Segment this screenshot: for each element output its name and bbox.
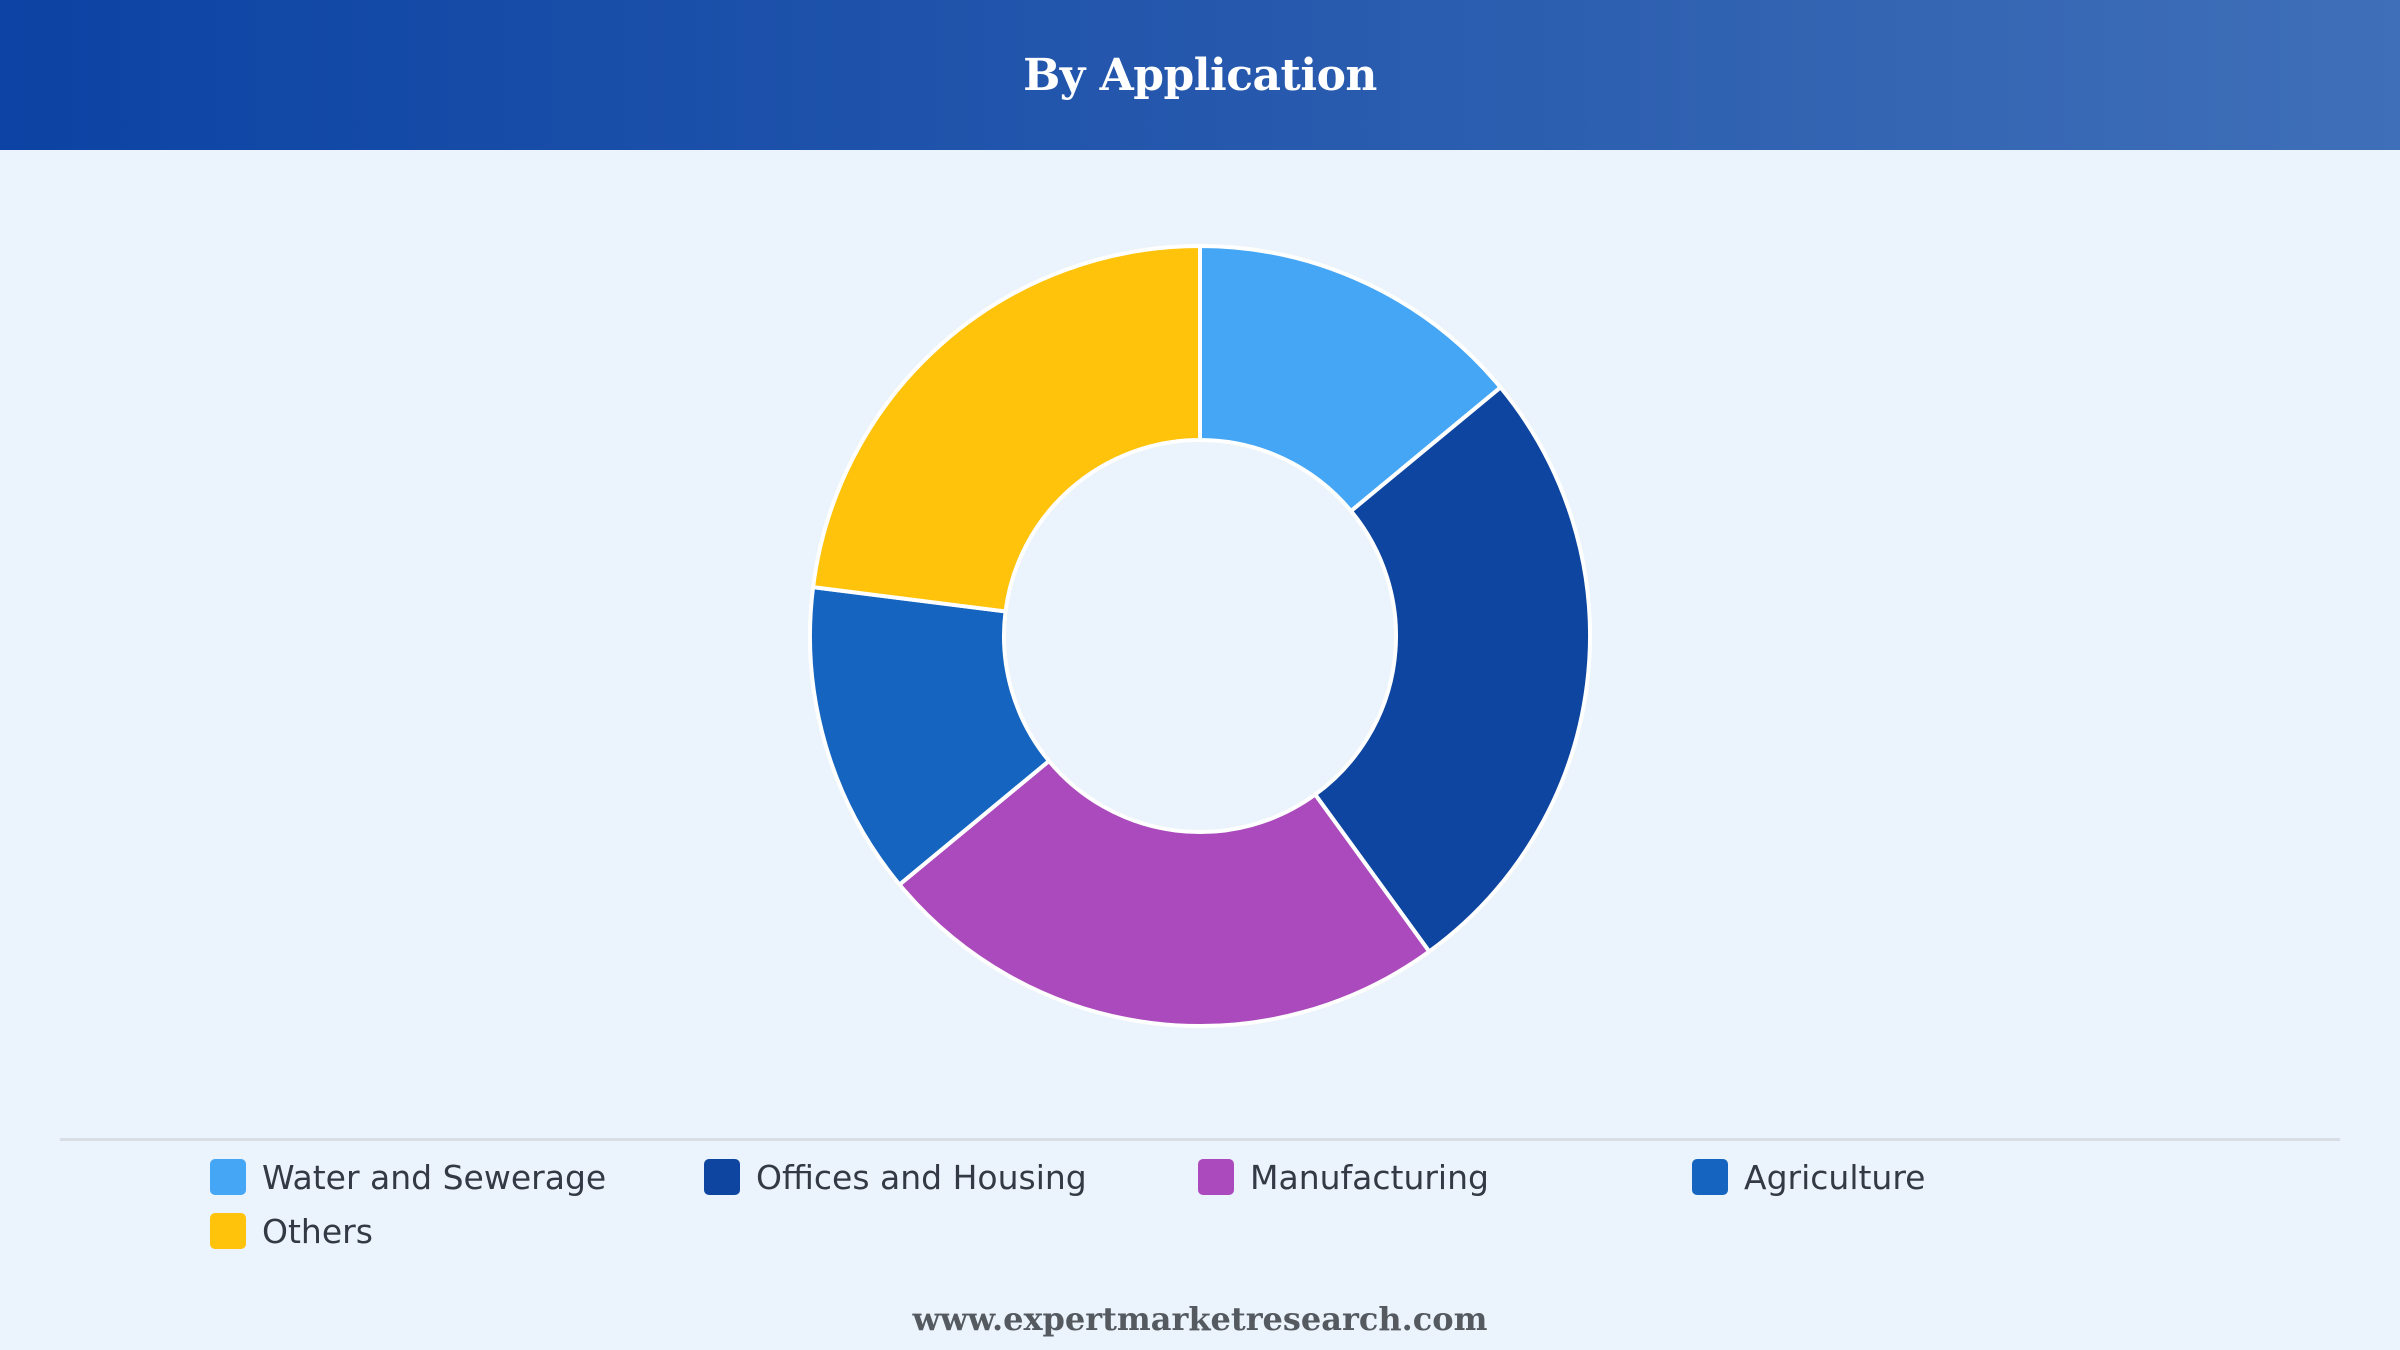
- donut-chart: [808, 244, 1592, 1029]
- legend-label: Agriculture: [1744, 1157, 1926, 1197]
- legend-swatch: [1692, 1159, 1728, 1195]
- legend-swatch: [210, 1159, 246, 1195]
- slice-agriculture[interactable]: [808, 585, 1051, 887]
- slice-others[interactable]: [811, 244, 1202, 614]
- legend-label: Others: [262, 1211, 373, 1251]
- chart-header: By Application: [0, 0, 2400, 150]
- legend-label: Water and Sewerage: [262, 1157, 607, 1197]
- legend-swatch: [704, 1159, 740, 1195]
- legend-item-water-and-sewerage[interactable]: Water and Sewerage: [210, 1155, 606, 1199]
- legend-swatch: [210, 1213, 246, 1249]
- legend-item-offices-and-housing[interactable]: Offices and Housing: [704, 1155, 1087, 1199]
- legend-item-manufacturing[interactable]: Manufacturing: [1198, 1155, 1489, 1199]
- legend-item-agriculture[interactable]: Agriculture: [1692, 1155, 1925, 1199]
- legend-item-others[interactable]: Others: [210, 1209, 373, 1253]
- source-url: www.expertmarketresearch.com: [912, 1300, 1488, 1338]
- legend-label: Manufacturing: [1250, 1157, 1489, 1197]
- legend-label: Offices and Housing: [756, 1157, 1087, 1197]
- legend-swatch: [1198, 1159, 1234, 1195]
- slice-manufacturing[interactable]: [897, 758, 1432, 1029]
- chart-title: By Application: [1023, 49, 1377, 101]
- slice-water-and-sewerage[interactable]: [1198, 244, 1503, 514]
- chart-area: [0, 150, 2400, 1140]
- legend-divider: [60, 1138, 2340, 1141]
- slice-offices-and-housing[interactable]: [1313, 385, 1592, 954]
